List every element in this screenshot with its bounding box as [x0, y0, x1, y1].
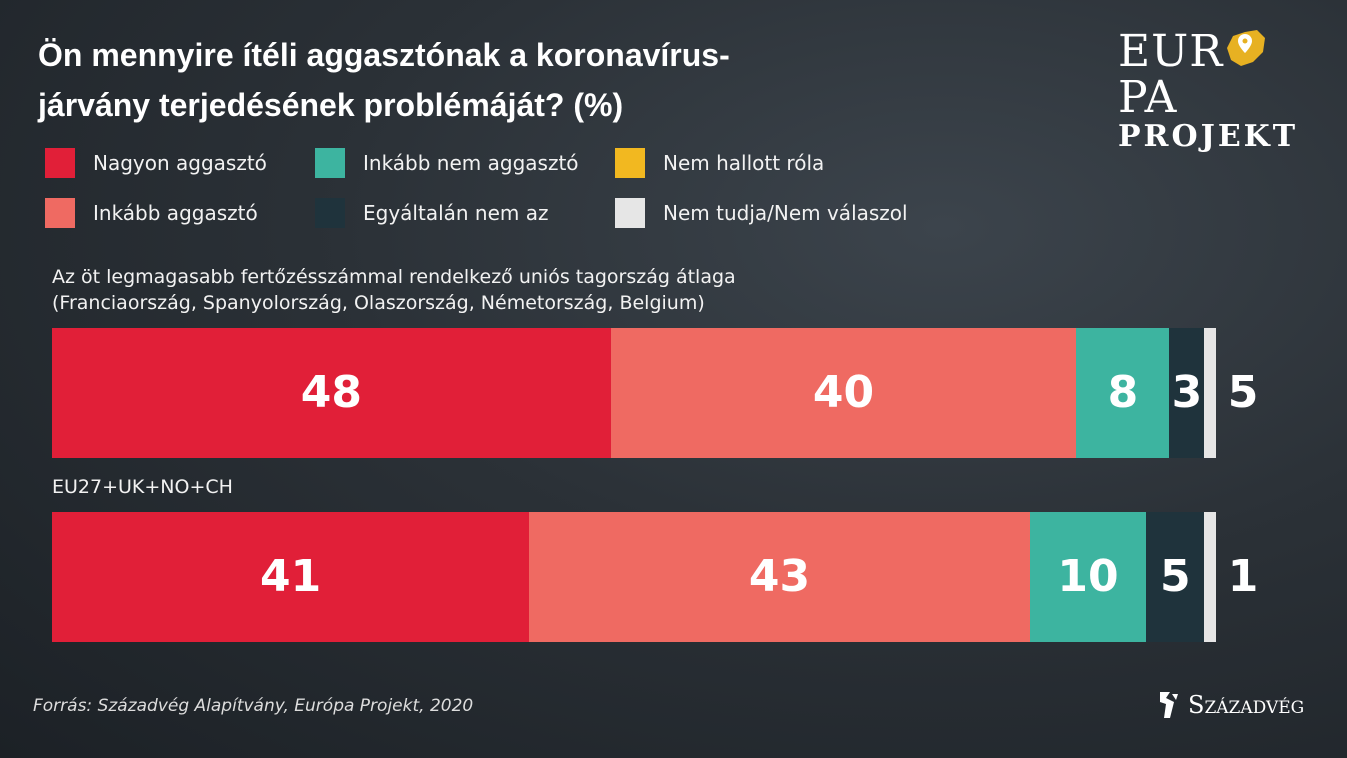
bar-segment [1076, 328, 1170, 458]
legend-item: Nagyon aggasztó [45, 148, 267, 178]
category-label: EU27+UK+NO+CH [52, 476, 233, 498]
source-note: Forrás: Századvég Alapítvány, Európa Pro… [33, 696, 474, 716]
legend-label: Egyáltalán nem az [363, 201, 549, 225]
legend-item: Nem hallott róla [615, 148, 824, 178]
data-label: 48 [300, 367, 362, 418]
stacked-bar: 48 40 8 3 5 [52, 328, 1258, 458]
legend-label: Inkább nem aggasztó [363, 151, 579, 175]
data-label: 8 [1107, 367, 1139, 418]
legend-swatch [315, 148, 345, 178]
legend-label: Nem hallott róla [663, 151, 825, 175]
data-label: 5 [1227, 367, 1259, 418]
legend-label: Nagyon aggasztó [93, 151, 267, 175]
bar-segment [52, 328, 611, 458]
bar-segment [610, 328, 1077, 458]
legend-label: Inkább aggasztó [93, 201, 258, 225]
bar-segment [529, 512, 1030, 642]
legend-item: Nem tudja/Nem válaszol [615, 198, 908, 228]
szazadveg-emblem-icon [1160, 692, 1178, 718]
bar-segment [1169, 328, 1205, 458]
category-label: Az öt legmagasabb fertőzésszámmal rendel… [52, 266, 736, 314]
stacked-bar: 41 43 10 5 1 [52, 512, 1258, 642]
data-label: 3 [1171, 367, 1203, 418]
bar-segment [1146, 512, 1205, 642]
chart-title: Ön mennyire ítéli aggasztónak a koronaví… [38, 37, 730, 123]
bar-segment [52, 512, 530, 642]
legend-item: Egyáltalán nem az [315, 198, 549, 228]
data-label: 5 [1159, 551, 1191, 602]
szazadveg-logo: Századvég [1156, 690, 1304, 720]
europe-map-pin-icon [1227, 30, 1266, 66]
bar-segment [1204, 328, 1216, 458]
legend-swatch [615, 148, 645, 178]
legend-label: Nem tudja/Nem válaszol [663, 201, 908, 225]
legend-swatch [615, 198, 645, 228]
data-label: 43 [748, 551, 811, 602]
europa-projekt-logo: EURPA PROJEKT [1118, 26, 1299, 154]
data-label: 40 [812, 367, 875, 418]
legend-swatch [45, 198, 75, 228]
data-label: 1 [1227, 551, 1259, 602]
data-label: 10 [1057, 551, 1119, 602]
legend-item: Inkább nem aggasztó [315, 148, 579, 178]
bar-segment [1029, 512, 1147, 642]
legend-swatch [45, 148, 75, 178]
data-label: 41 [259, 551, 322, 602]
legend-swatch [315, 198, 345, 228]
legend-item: Inkább aggasztó [45, 198, 258, 228]
bar-segment [1204, 512, 1216, 642]
